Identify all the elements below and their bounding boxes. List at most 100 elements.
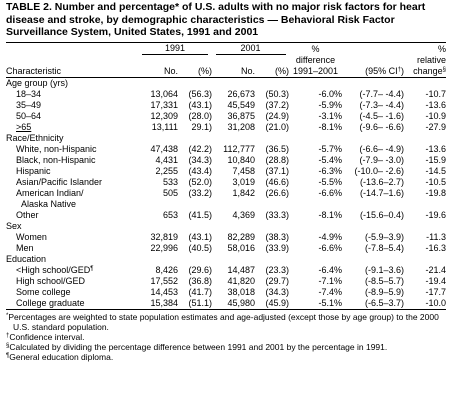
count-2001-cell: 4,369 xyxy=(232,209,255,220)
table-title: TABLE 2. Number and percentage* of U.S. … xyxy=(6,1,426,38)
row-label: Other xyxy=(16,209,39,220)
rel-footnote-mark: § xyxy=(442,66,446,73)
footnote-mark: ¶ xyxy=(6,352,10,359)
footnotes: *Percentages are weighted to state popul… xyxy=(6,312,446,362)
count-2001-cell: 7,458 xyxy=(232,165,255,176)
count-2001-cell: 36,875 xyxy=(227,110,255,121)
percent-2001-cell: (23.3) xyxy=(265,264,289,275)
relative-change-cell: -10.5 xyxy=(425,176,446,187)
row-label-cell: High school/GED xyxy=(6,276,138,287)
section-header-row: Sex xyxy=(6,221,446,232)
row-label-cell: Other xyxy=(6,210,138,221)
percent-1991-cell: (29.6) xyxy=(188,264,212,275)
table-row: Women 32,819 (43.1) 82,289 (38.3) -4.9% (-5.9–… xyxy=(6,232,446,243)
row-label-cell: Asian/Pacific Islander xyxy=(6,177,138,188)
percent-1991-cell: (33.2) xyxy=(188,187,212,198)
row-label: College graduate xyxy=(16,297,85,308)
ci-header-close: ) xyxy=(401,65,404,76)
footnote-text: General education diploma. xyxy=(9,351,114,362)
count-2001-cell: 82,289 xyxy=(227,231,255,242)
percent-2001-cell: (50.3) xyxy=(265,88,289,99)
relative-change-cell: -13.6 xyxy=(425,143,446,154)
row-label: <High school/GED xyxy=(16,264,91,275)
relative-change-cell: -10.0 xyxy=(425,297,446,308)
footnote-mark: * xyxy=(6,312,9,319)
percent-2001-cell: (37.2) xyxy=(265,99,289,110)
data-table: 1991 2001 % % difference relative Charac… xyxy=(6,41,446,309)
table-row: >65 13,111 29.1) 31,208 (21.0) -8.1% (-9.6– -6… xyxy=(6,122,446,133)
percent-2001-cell: (26.6) xyxy=(265,187,289,198)
count-1991-cell: 2,255 xyxy=(155,165,178,176)
rel-header-2: relative xyxy=(416,54,446,65)
table-body: Age group (yrs) 18–34 13,064 (56.3) 26,673 (5… xyxy=(6,77,446,309)
confidence-interval-cell: (-7.7– -4.4) xyxy=(359,88,404,99)
percent-difference-cell: -5.9% xyxy=(318,99,342,110)
percent-2001-cell: (34.3) xyxy=(265,286,289,297)
confidence-interval-cell: (-14.7–1.6) xyxy=(359,187,404,198)
percent-1991-cell: (41.7) xyxy=(188,286,212,297)
percent-1991-cell: (51.1) xyxy=(188,297,212,308)
percent-1991-cell: (43.4) xyxy=(188,165,212,176)
section-header-row: Education xyxy=(6,254,446,265)
no-2001-header: No. xyxy=(240,65,255,76)
footnote: §Calculated by dividing the percentage d… xyxy=(6,342,446,352)
row-label-cell: Women xyxy=(6,232,138,243)
row-label: >65 xyxy=(16,121,32,132)
footnote-text: Calculated by dividing the percentage di… xyxy=(9,341,388,352)
footnote-text: Percentages are weighted to state popula… xyxy=(8,311,439,332)
percent-2001-cell: (38.3) xyxy=(265,231,289,242)
row-label-cell: White, non-Hispanic xyxy=(6,144,138,155)
percent-2001-cell: (21.0) xyxy=(265,121,289,132)
table-page: TABLE 2. Number and percentage* of U.S. … xyxy=(6,1,446,362)
count-1991-cell: 15,384 xyxy=(150,297,178,308)
confidence-interval-cell: (-13.6–2.7) xyxy=(359,176,404,187)
percent-difference-cell: -5.5% xyxy=(318,176,342,187)
row-label: 50–64 xyxy=(16,110,42,121)
section-label: Age group (yrs) xyxy=(6,77,69,88)
row-label: Women xyxy=(16,231,47,242)
confidence-interval-cell: (-5.9–3.9) xyxy=(364,231,404,242)
percent-difference-cell: -6.3% xyxy=(318,165,342,176)
count-2001-cell: 45,980 xyxy=(227,297,255,308)
count-1991-cell: 533 xyxy=(162,176,178,187)
percent-1991-cell: (41.5) xyxy=(188,209,212,220)
confidence-interval-cell: (-7.3– -4.4) xyxy=(359,99,404,110)
pct-diff-header-1: % xyxy=(311,43,320,54)
year-1991-header: 1991 xyxy=(142,43,208,55)
pct-2001-header: (%) xyxy=(275,65,289,76)
percent-difference-cell: -6.0% xyxy=(318,88,342,99)
percent-1991-cell: (43.1) xyxy=(188,231,212,242)
row-label: Men xyxy=(16,242,34,253)
count-2001-cell: 3,019 xyxy=(232,176,255,187)
row-label-cell: 18–34 xyxy=(6,89,138,100)
row-label-cell: >65 xyxy=(6,122,138,133)
confidence-interval-cell: (-8.9–5.9) xyxy=(364,286,404,297)
percent-2001-cell: (33.3) xyxy=(265,209,289,220)
percent-1991-cell: (28.0) xyxy=(188,110,212,121)
footnote: ¶General education diploma. xyxy=(6,352,446,362)
relative-change-cell: -19.6 xyxy=(425,209,446,220)
section-label: Education xyxy=(6,253,47,264)
count-1991-cell: 47,438 xyxy=(150,143,178,154)
count-1991-cell: 13,111 xyxy=(151,121,178,132)
section-header-row: Race/Ethnicity xyxy=(6,133,446,144)
table-bottom-rule xyxy=(6,308,446,310)
row-label-cell: College graduate xyxy=(6,298,138,309)
count-2001-cell: 58,016 xyxy=(227,242,255,253)
count-1991-cell: 14,453 xyxy=(150,286,178,297)
pct-1991-header: (%) xyxy=(198,65,212,76)
table-row: High school/GED 17,552 (36.8) 41,820 (29.7) -… xyxy=(6,276,446,287)
percent-2001-cell: (36.5) xyxy=(265,143,289,154)
count-1991-cell: 653 xyxy=(162,209,178,220)
row-label: 35–49 xyxy=(16,99,42,110)
percent-difference-cell: -5.1% xyxy=(318,297,342,308)
row-label-cell: 35–49 xyxy=(6,100,138,111)
ci-header: (95% CI xyxy=(365,65,398,76)
table-row: 18–34 13,064 (56.3) 26,673 (50.3) -6.0% (-7.7–… xyxy=(6,89,446,100)
relative-change-cell: -13.6 xyxy=(425,99,446,110)
count-1991-cell: 505 xyxy=(162,187,178,198)
section-label: Race/Ethnicity xyxy=(6,132,64,143)
percent-difference-cell: -6.4% xyxy=(318,264,342,275)
table-row: Men 22,996 (40.5) 58,016 (33.9) -6.6% (-7.8–5.… xyxy=(6,243,446,254)
count-2001-cell: 38,018 xyxy=(227,286,255,297)
